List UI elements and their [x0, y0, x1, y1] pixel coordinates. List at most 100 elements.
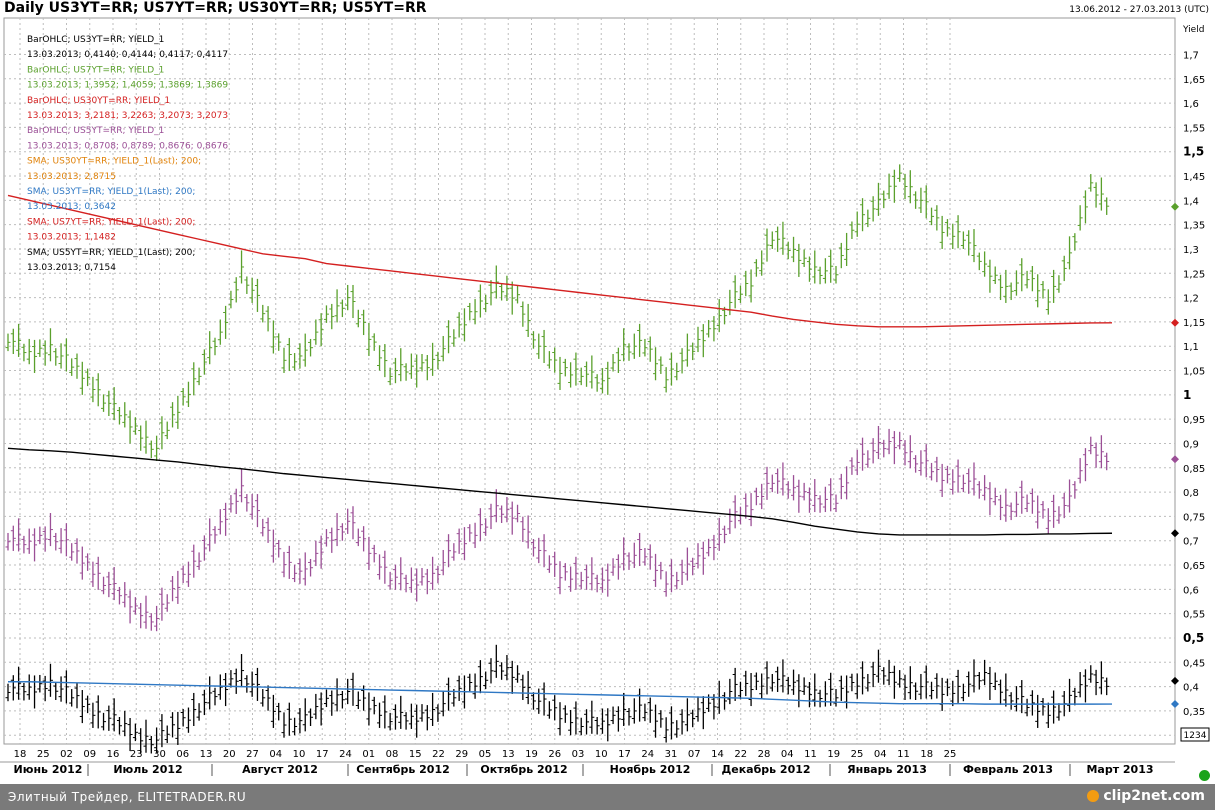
x-tick-label: 30: [153, 749, 166, 760]
x-tick-label: 16: [107, 749, 120, 760]
y-tick-label: 0,35: [1183, 707, 1205, 718]
sma-line-SMA US7YT=RR 200: [7, 194, 1113, 328]
y-tick-label: 1,3: [1183, 245, 1199, 256]
x-tick-label: 31: [665, 749, 678, 760]
sma-line-SMA US3YT=RR 200: [8, 681, 1113, 705]
legend-entry: 13.03.2013; 2,8715: [27, 172, 116, 182]
legend-entry: BarOHLC; US7YT=RR; YIELD_1: [27, 65, 164, 75]
series-layer: [5, 164, 1179, 754]
legend-entry: BarOHLC; US3YT=RR; YIELD_1: [27, 35, 164, 45]
x-tick-label: 05: [479, 749, 492, 760]
y-axis: 1,7 1,65 1,6 1,55 1,5 1,45 1,4 1,35 1,3 1,25 1,2 1,…: [1180, 25, 1210, 742]
y-tick-label: 1: [1183, 388, 1191, 402]
y-tick-label: 1,45: [1183, 172, 1205, 183]
y-tick-label: 0,65: [1183, 561, 1205, 572]
legend-entry: 13.03.2013; 0,4140; 0,4144; 0,4117; 0,41…: [27, 50, 228, 60]
x-tick-label: 19: [827, 749, 840, 760]
chart-title: Daily US3YT=RR; US7YT=RR; US30YT=RR; US5…: [4, 0, 427, 16]
x-tick-label: 29: [455, 749, 468, 760]
x-tick-label: 27: [246, 749, 259, 760]
legend-entry: SMA; US7YT=RR; YIELD_1(Last); 200;: [27, 217, 195, 227]
x-tick-label: 13: [502, 749, 515, 760]
x-tick-label: 04: [269, 749, 282, 760]
x-tick-label: 10: [595, 749, 608, 760]
plot-frame: [3, 17, 1176, 745]
y-tick-label: 0,4: [1183, 683, 1199, 694]
x-tick-label: 25: [37, 749, 50, 760]
sma-last-marker: [1171, 318, 1179, 327]
y-tick-label: 0,55: [1183, 610, 1205, 621]
month-label: Июль 2012: [113, 763, 182, 776]
y-tick-label: 1,55: [1183, 123, 1205, 134]
month-label: Январь 2013: [847, 763, 927, 776]
month-label: Март 2013: [1086, 763, 1153, 776]
logo-icon: [1087, 790, 1100, 802]
x-tick-label: 26: [548, 749, 561, 760]
month-label: Август 2012: [242, 763, 318, 776]
legend-entry: BarOHLC; US5YT=RR; YIELD_1: [27, 126, 164, 136]
x-tick-label: 07: [688, 749, 701, 760]
x-tick-label: 14: [711, 749, 724, 760]
x-tick-label: 10: [293, 749, 306, 760]
x-tick-label: 22: [734, 749, 747, 760]
y-tick-label: 0,95: [1183, 415, 1205, 426]
y-tick-label: 1,35: [1183, 221, 1205, 232]
y-tick-label: 0,85: [1183, 464, 1205, 475]
x-tick-label: 01: [362, 749, 375, 760]
footer-text: Элитный Трейдер, ELITETRADER.RU: [8, 790, 247, 804]
logo-text: clip2net.com: [1103, 788, 1205, 804]
grid: [3, 17, 1176, 745]
month-label: Ноябрь 2012: [610, 763, 691, 776]
x-tick-label: 06: [176, 749, 189, 760]
month-label: Февраль 2013: [963, 763, 1053, 776]
x-tick-label: 04: [874, 749, 887, 760]
x-tick-label: 04: [781, 749, 794, 760]
footer-bar: Элитный Трейдер, ELITETRADER.RU clip2net…: [0, 784, 1215, 810]
x-tick-label: 25: [944, 749, 957, 760]
status-dot-icon: [1199, 770, 1210, 781]
legend-entry: 13.03.2013; 1,3952; 1,4059; 1,3869; 1,38…: [27, 81, 228, 91]
x-tick-label: 18: [920, 749, 933, 760]
x-tick-label: 13: [200, 749, 213, 760]
month-label: Июнь 2012: [14, 763, 83, 776]
y-tick-label: 1,15: [1183, 318, 1205, 329]
y-tick-label: 1,05: [1183, 367, 1205, 378]
x-tick-label: 17: [618, 749, 631, 760]
legend-entry: 13.03.2013; 3,2181; 3,2263; 3,2073; 3,20…: [27, 111, 228, 121]
legend-entry: 13.03.2013; 0,7154: [27, 263, 116, 273]
x-axis: 18 25 02 09 16 23 30 06 13 20 27 04 10 17 24 01 08 15 22 29…: [0, 749, 1175, 776]
x-tick-label: 11: [804, 749, 817, 760]
x-tick-label: 22: [432, 749, 445, 760]
x-tick-label: 28: [758, 749, 771, 760]
footer-logo[interactable]: clip2net.com: [1087, 788, 1205, 804]
last-value-marker: [1171, 202, 1179, 211]
x-tick-label: 19: [525, 749, 538, 760]
y-tick-label: 1,4: [1183, 196, 1199, 207]
x-tick-label: 25: [851, 749, 864, 760]
y-tick-label: 1,7: [1183, 50, 1199, 61]
ohlc-chart: BarOHLC; US3YT=RR; YIELD_1 13.03.2013; 0,…: [0, 17, 1210, 776]
legend-entry: 13.03.2013; 1,1482: [27, 233, 116, 243]
x-tick-label: 20: [223, 749, 236, 760]
legend-entry: SMA; US3YT=RR; YIELD_1(Last); 200;: [27, 187, 195, 197]
legend-entry: SMA; US5YT=RR; YIELD_1(Last); 200;: [27, 248, 195, 258]
x-tick-label: 09: [83, 749, 96, 760]
value-box-label: 1234: [1184, 731, 1207, 741]
date-range: 13.06.2012 - 27.03.2013 (UTC): [1069, 5, 1209, 15]
legend-entry: BarOHLC; US30YT=RR; YIELD_1: [27, 96, 170, 106]
last-value-marker: [1171, 455, 1179, 464]
x-tick-label: 18: [14, 749, 27, 760]
sma-last-marker: [1171, 529, 1179, 538]
y-tick-label: 0,8: [1183, 488, 1199, 499]
y-tick-label: 1,2: [1183, 294, 1199, 305]
x-tick-label: 08: [386, 749, 399, 760]
legend: BarOHLC; US3YT=RR; YIELD_1 13.03.2013; 0,…: [27, 35, 228, 273]
x-tick-label: 15: [409, 749, 422, 760]
y-tick-label: 0,75: [1183, 512, 1205, 523]
y-tick-label: 1,65: [1183, 75, 1205, 86]
month-label: Сентябрь 2012: [356, 763, 450, 776]
value-box: [1180, 727, 1210, 742]
y-tick-label: 0,7: [1183, 537, 1199, 548]
y-tick-label: 1,1: [1183, 342, 1199, 353]
y-tick-label: 1,25: [1183, 269, 1205, 280]
